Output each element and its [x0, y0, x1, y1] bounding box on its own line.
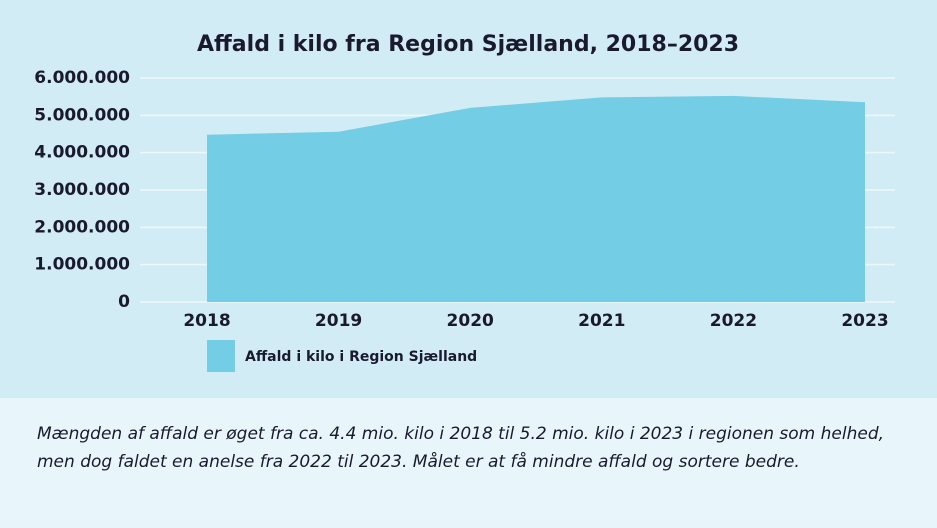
y-tick-label: 2.000.000	[34, 217, 130, 237]
caption: Mængden af affald er øget fra ca. 4.4 mi…	[37, 424, 885, 472]
y-tick-label: 6.000.000	[34, 68, 130, 88]
y-tick-label: 5.000.000	[34, 105, 130, 125]
y-tick-label: 3.000.000	[34, 180, 130, 200]
area	[207, 95, 865, 302]
legend-swatch	[207, 340, 235, 372]
x-tick-label: 2020	[447, 311, 494, 331]
x-tick-label: 2023	[841, 311, 888, 331]
y-tick-label: 4.000.000	[34, 143, 130, 163]
y-tick-label: 1.000.000	[34, 255, 130, 275]
x-tick-label: 2019	[315, 311, 362, 331]
chart: Affald i kilo fra Region Sjælland, 2018–…	[0, 0, 937, 398]
x-tick-label: 2022	[710, 311, 757, 331]
legend-label: Affald i kilo i Region Sjælland	[245, 349, 477, 365]
y-tick-label: 0	[118, 292, 130, 312]
x-tick-label: 2018	[183, 311, 230, 331]
x-tick-label: 2021	[578, 311, 625, 331]
chart-title: Affald i kilo fra Region Sjælland, 2018–…	[197, 32, 739, 57]
